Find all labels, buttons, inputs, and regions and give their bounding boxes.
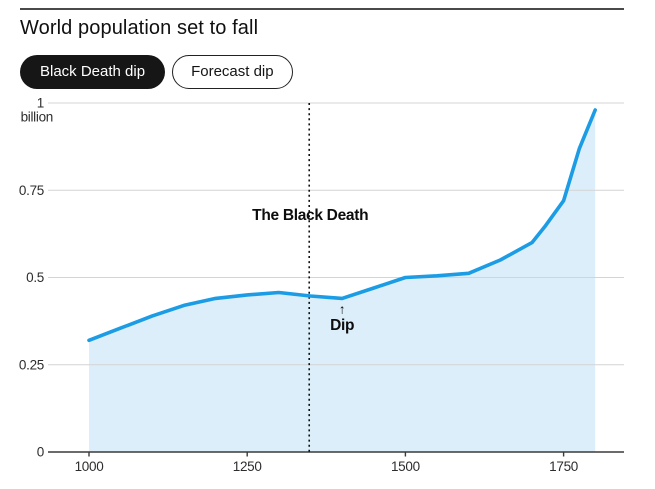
y-tick-label-0.25: 0.25 — [19, 357, 44, 372]
y-tick-label-0: 0 — [37, 445, 44, 460]
x-tick-label-1500: 1500 — [391, 459, 420, 474]
top-rule — [20, 8, 624, 10]
toggle-black-death-dip[interactable]: Black Death dip — [20, 55, 166, 89]
dip-label: Dip — [330, 317, 354, 334]
x-tick-label-1750: 1750 — [549, 459, 578, 474]
y-axis-unit-label: billion — [21, 110, 53, 125]
y-tick-label-0.5: 0.5 — [26, 270, 44, 285]
x-tick-label-1000: 1000 — [75, 459, 104, 474]
population-line — [87, 108, 598, 343]
black-death-label: The Black Death — [252, 207, 368, 224]
toggle-group: Black Death dip Forecast dip — [20, 55, 293, 89]
area-fill — [89, 110, 596, 452]
y-tick-label-1: 1 — [37, 96, 44, 111]
dip-arrow-up-icon: ↑ — [339, 301, 346, 316]
x-tick-label-1250: 1250 — [233, 459, 262, 474]
y-tick-label-0.75: 0.75 — [19, 183, 44, 198]
toggle-forecast-dip[interactable]: Forecast dip — [172, 55, 293, 89]
chart-title: World population set to fall — [20, 17, 259, 39]
